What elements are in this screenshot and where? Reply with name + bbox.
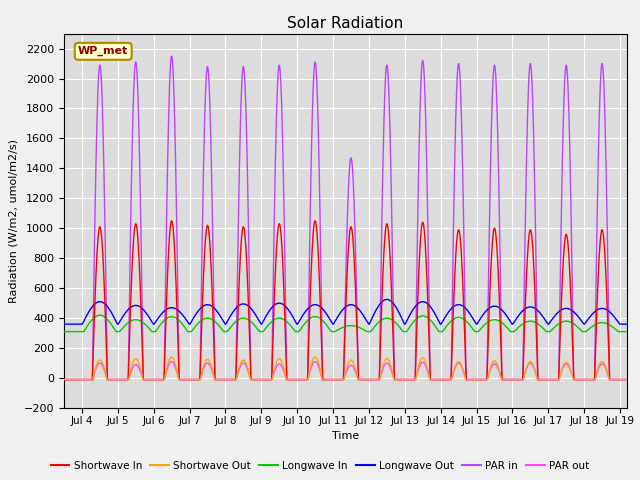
Legend: Shortwave In, Shortwave Out, Longwave In, Longwave Out, PAR in, PAR out: Shortwave In, Shortwave Out, Longwave In… <box>47 456 593 475</box>
X-axis label: Time: Time <box>332 431 359 441</box>
Y-axis label: Radiation (W/m2, umol/m2/s): Radiation (W/m2, umol/m2/s) <box>8 139 18 303</box>
Title: Solar Radiation: Solar Radiation <box>287 16 404 31</box>
Text: WP_met: WP_met <box>78 46 129 57</box>
